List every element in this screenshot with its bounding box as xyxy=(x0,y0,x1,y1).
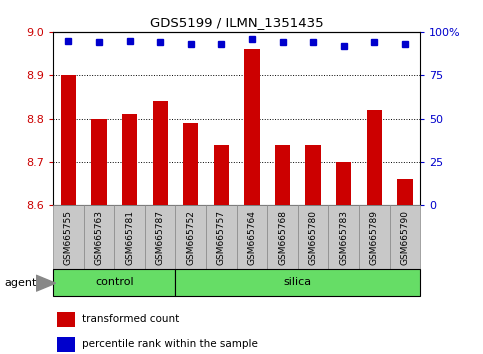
Bar xyxy=(57,337,75,352)
Text: agent: agent xyxy=(5,278,37,288)
Bar xyxy=(305,144,321,205)
Bar xyxy=(367,110,382,205)
Bar xyxy=(53,269,175,296)
Bar xyxy=(122,114,137,205)
Bar xyxy=(298,205,328,269)
Title: GDS5199 / ILMN_1351435: GDS5199 / ILMN_1351435 xyxy=(150,16,324,29)
Text: silica: silica xyxy=(284,277,312,287)
Bar xyxy=(175,269,420,296)
Bar xyxy=(213,144,229,205)
Bar xyxy=(359,205,390,269)
Text: GSM665757: GSM665757 xyxy=(217,210,226,265)
Text: control: control xyxy=(95,277,134,287)
Bar xyxy=(390,205,420,269)
Bar xyxy=(275,144,290,205)
Bar xyxy=(183,123,199,205)
Text: GSM665789: GSM665789 xyxy=(370,210,379,265)
Text: GSM665764: GSM665764 xyxy=(247,210,256,265)
Text: GSM665768: GSM665768 xyxy=(278,210,287,265)
Bar xyxy=(397,179,412,205)
Bar xyxy=(153,101,168,205)
Bar xyxy=(244,49,260,205)
Bar xyxy=(145,205,175,269)
Bar xyxy=(328,205,359,269)
Text: GSM665763: GSM665763 xyxy=(95,210,103,265)
Bar xyxy=(91,119,107,205)
Bar xyxy=(175,205,206,269)
Bar xyxy=(237,205,267,269)
Bar xyxy=(84,205,114,269)
Text: transformed count: transformed count xyxy=(83,314,180,324)
Bar xyxy=(61,75,76,205)
Bar xyxy=(267,205,298,269)
Text: GSM665752: GSM665752 xyxy=(186,210,195,265)
Text: GSM665787: GSM665787 xyxy=(156,210,165,265)
Bar xyxy=(53,205,84,269)
Text: GSM665790: GSM665790 xyxy=(400,210,410,265)
Text: GSM665755: GSM665755 xyxy=(64,210,73,265)
Text: GSM665780: GSM665780 xyxy=(309,210,318,265)
Bar xyxy=(57,312,75,327)
Bar xyxy=(114,205,145,269)
Polygon shape xyxy=(36,275,56,291)
Text: GSM665783: GSM665783 xyxy=(339,210,348,265)
Bar xyxy=(336,162,352,205)
Text: percentile rank within the sample: percentile rank within the sample xyxy=(83,339,258,349)
Bar xyxy=(206,205,237,269)
Text: GSM665781: GSM665781 xyxy=(125,210,134,265)
